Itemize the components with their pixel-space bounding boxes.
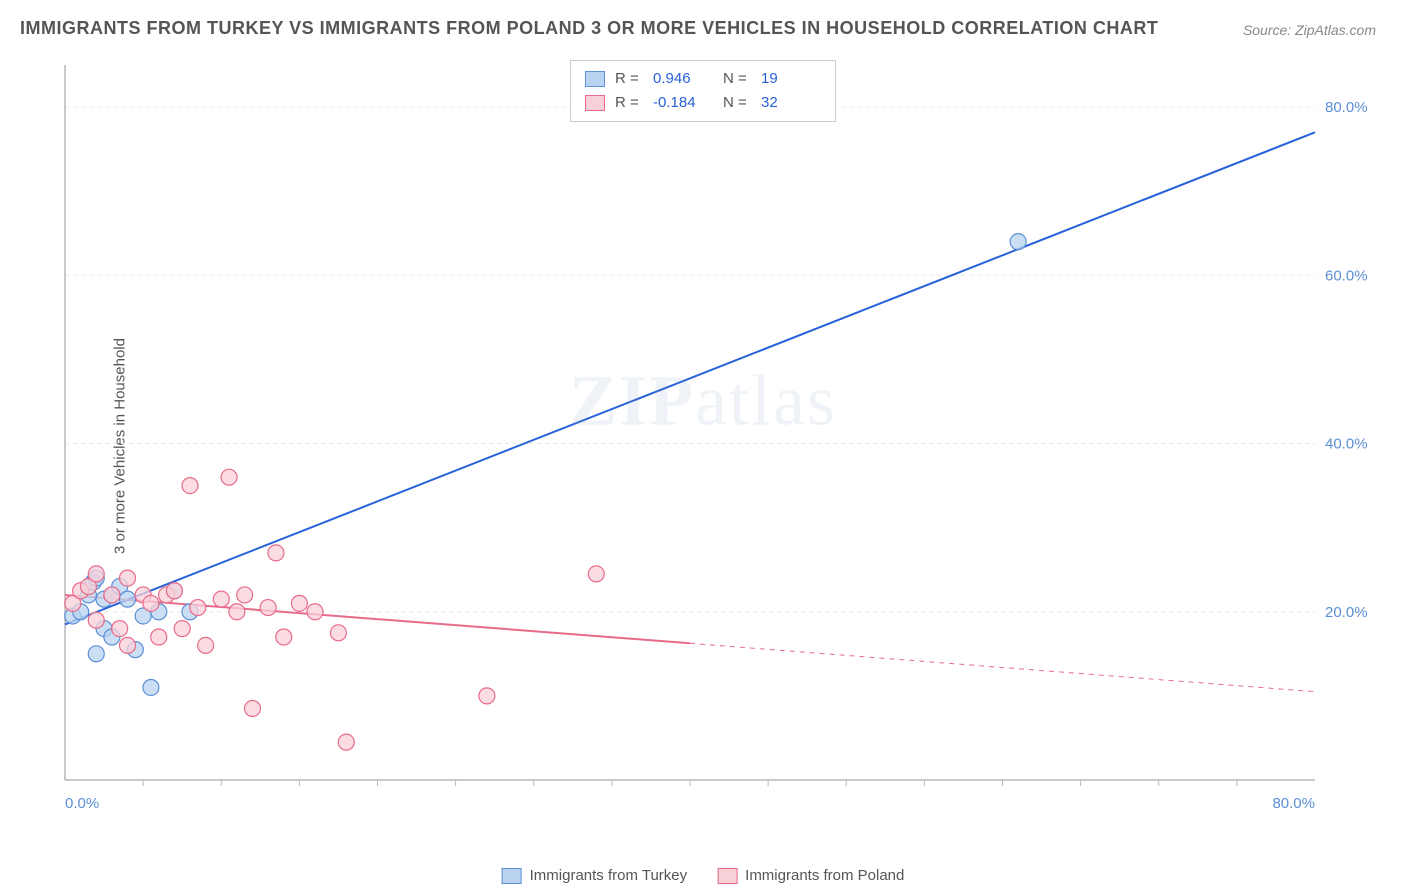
swatch-poland-bottom	[717, 868, 737, 884]
legend-label-poland: Immigrants from Poland	[745, 867, 904, 884]
r-value-poland: -0.184	[653, 91, 713, 115]
legend-row-poland: R = -0.184 N = 32	[585, 91, 821, 115]
swatch-turkey-bottom	[502, 868, 522, 884]
n-label: N =	[723, 91, 751, 115]
r-label: R =	[615, 67, 643, 91]
r-value-turkey: 0.946	[653, 67, 713, 91]
legend-item-turkey: Immigrants from Turkey	[502, 867, 688, 884]
svg-text:80.0%: 80.0%	[1325, 99, 1368, 116]
chart-container: IMMIGRANTS FROM TURKEY VS IMMIGRANTS FRO…	[0, 0, 1406, 892]
svg-text:60.0%: 60.0%	[1325, 267, 1368, 284]
series-legend: Immigrants from Turkey Immigrants from P…	[502, 867, 905, 884]
source-attribution: Source: ZipAtlas.com	[1243, 22, 1376, 38]
legend-label-turkey: Immigrants from Turkey	[530, 867, 688, 884]
n-value-turkey: 19	[761, 67, 821, 91]
svg-text:40.0%: 40.0%	[1325, 436, 1368, 453]
r-label: R =	[615, 91, 643, 115]
svg-text:20.0%: 20.0%	[1325, 604, 1368, 621]
legend-item-poland: Immigrants from Poland	[717, 867, 904, 884]
correlation-legend: R = 0.946 N = 19 R = -0.184 N = 32	[570, 60, 836, 122]
legend-row-turkey: R = 0.946 N = 19	[585, 67, 821, 91]
chart-title: IMMIGRANTS FROM TURKEY VS IMMIGRANTS FRO…	[20, 18, 1158, 39]
svg-text:0.0%: 0.0%	[65, 795, 99, 812]
swatch-turkey	[585, 71, 605, 87]
svg-text:80.0%: 80.0%	[1272, 795, 1315, 812]
scatter-chart: 20.0% 40.0% 60.0% 80.0% 0.0% 80.0%	[55, 55, 1375, 825]
n-label: N =	[723, 67, 751, 91]
swatch-poland	[585, 95, 605, 111]
n-value-poland: 32	[761, 91, 821, 115]
